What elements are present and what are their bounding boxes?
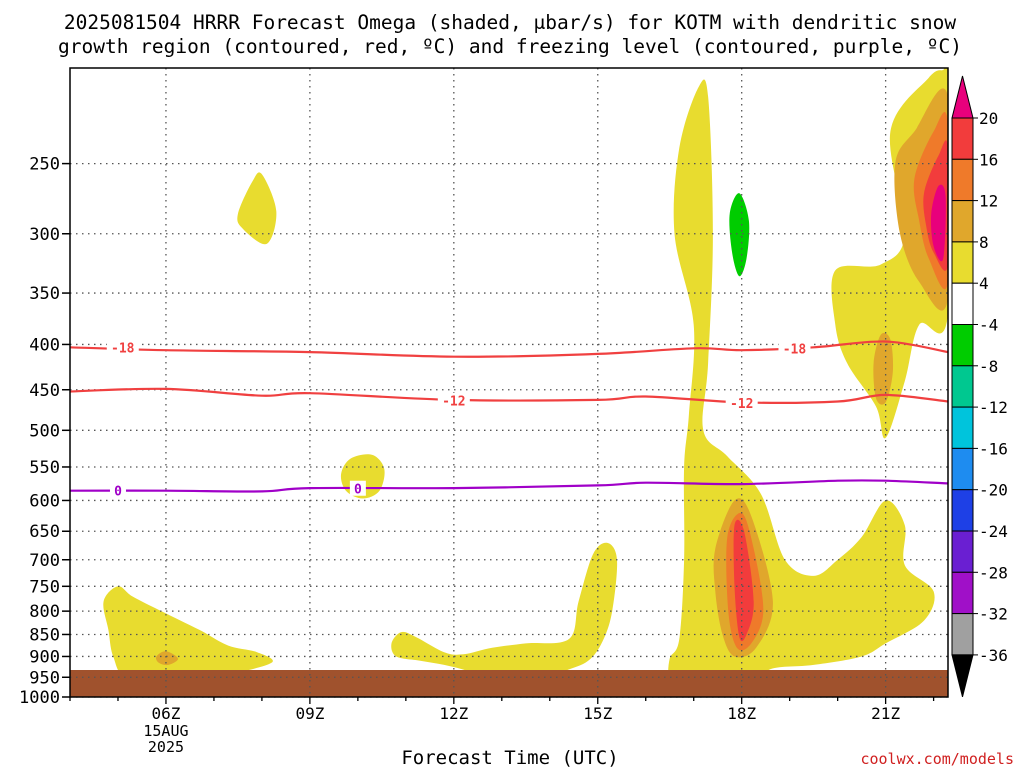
colorbar-box-6: [951, 324, 974, 367]
colorbar-label-11: -28: [979, 563, 1008, 582]
x-tick-label-12: 12Z: [439, 704, 468, 723]
omega-region-neg4-15: [244, 530, 282, 584]
x-tick-sublabel-6-1: 2025: [148, 738, 184, 756]
colorbar-label-13: -36: [979, 646, 1008, 665]
y-tick-label-800: 800: [29, 602, 60, 622]
colorbar-label-3: 8: [979, 233, 989, 252]
x-axis-label: Forecast Time (UTC): [401, 747, 618, 768]
colorbar-label-7: -12: [979, 398, 1008, 417]
colorbar-label-10: -24: [979, 522, 1008, 541]
chart-title: 2025081504 HRRR Forecast Omega (shaded, …: [64, 11, 956, 34]
colorbar-label-12: -32: [979, 605, 1008, 624]
y-tick-label-300: 300: [29, 225, 60, 245]
isotherm-label-bg-2-0: [109, 482, 126, 498]
colorbar-label-1: 16: [979, 150, 998, 169]
colorbar-box-12: [951, 571, 974, 615]
colorbar-box-9: [951, 447, 974, 491]
colorbar-label-5: -4: [979, 316, 998, 335]
y-tick-label-1000: 1000: [19, 688, 60, 708]
grid-layer: [70, 68, 948, 698]
colorbar-label-2: 12: [979, 192, 998, 211]
omega-region-pos4-0: [237, 172, 277, 245]
colorbar-box-13: [951, 613, 974, 656]
colorbar-label-4: 4: [979, 274, 989, 293]
colorbar-box-7: [951, 365, 974, 408]
y-tick-label-400: 400: [29, 335, 60, 355]
x-tick-label-18: 18Z: [727, 704, 756, 723]
omega-region-pos4-4: [391, 542, 618, 684]
y-tick-label-450: 450: [29, 381, 60, 401]
colorbar-label-8: -16: [979, 439, 1008, 458]
x-tick-label-9: 09Z: [295, 704, 324, 723]
isotherm-label-2-0: 0: [114, 485, 122, 500]
colorbar-box-2: [951, 158, 974, 202]
colorbar-label-0: 20: [979, 109, 998, 128]
pressure-axis: 2503003504004505005506006507007508008509…: [19, 155, 70, 708]
x-tick-label-15: 15Z: [583, 704, 612, 723]
y-tick-label-250: 250: [29, 155, 60, 175]
omega-shading-layer: [103, 68, 948, 686]
isotherm-label-0-1: -18: [783, 342, 807, 357]
y-tick-label-350: 350: [29, 284, 60, 304]
omega-region-pos8-10: [873, 332, 894, 405]
colorbar-box-1: [951, 117, 974, 160]
colorbar: 20 16 12 8 4 -4 -8 -12 -16 -20 -24 -28 -32 -36: [951, 75, 1008, 698]
colorbar-box-3: [951, 200, 974, 243]
y-tick-label-600: 600: [29, 491, 60, 511]
ground-below-surface: [70, 670, 948, 697]
colorbar-label-6: -8: [979, 357, 998, 376]
omega-region-neg8-17: [729, 193, 750, 277]
y-tick-label-900: 900: [29, 647, 60, 667]
isotherm-label-bg-0-1: [778, 340, 811, 356]
y-tick-label-950: 950: [29, 668, 60, 688]
plot-frame: [69, 67, 949, 698]
y-tick-label-850: 850: [29, 625, 60, 645]
y-tick-label-650: 650: [29, 522, 60, 542]
omega-region-neg4-18: [933, 383, 948, 446]
x-tick-label-6: 06Z: [152, 704, 181, 723]
y-tick-label-700: 700: [29, 551, 60, 571]
omega-region-pos20-14: [930, 184, 946, 262]
isotherm-label-1-0: -12: [442, 395, 465, 410]
isotherm-label-bg-0-0: [106, 339, 139, 355]
colorbar-label-9: -20: [979, 481, 1008, 500]
colorbar-box-5: [951, 282, 974, 326]
isotherm-label-2-1: 0: [354, 483, 362, 498]
colorbar-top-arrow: [951, 75, 974, 119]
x-tick-label-21: 21Z: [871, 704, 900, 723]
isotherm-layer: -18 -18 -12 -12 0 0: [70, 339, 948, 500]
colorbar-box-8: [951, 406, 974, 449]
x-tick-sublabel-6-0: 15AUG: [143, 722, 188, 740]
isotherm-line-2: [70, 479, 948, 493]
y-tick-label-750: 750: [29, 577, 60, 597]
isotherm-label-bg-2-1: [349, 480, 366, 496]
colorbar-box-10: [951, 489, 974, 532]
isotherm-line-1: [70, 387, 948, 404]
omega-region-pos8-3: [155, 651, 179, 666]
colorbar-box-11: [951, 530, 974, 573]
isotherm-line-0: [70, 340, 948, 358]
omega-region-pos4-2: [103, 586, 273, 683]
isotherm-label-0-0: -18: [111, 341, 135, 356]
y-tick-label-550: 550: [29, 458, 60, 478]
colorbar-box-4: [951, 241, 974, 284]
isotherm-label-bg-1-1: [725, 395, 758, 411]
chart-subtitle: growth region (contoured, red, ºC) and f…: [58, 35, 962, 58]
colorbar-bottom-arrow: [951, 654, 974, 698]
isotherm-label-bg-1-0: [437, 392, 470, 408]
credit-text: coolwx.com/models: [860, 750, 1014, 768]
isotherm-label-1-1: -12: [730, 397, 753, 412]
y-tick-label-500: 500: [29, 421, 60, 441]
